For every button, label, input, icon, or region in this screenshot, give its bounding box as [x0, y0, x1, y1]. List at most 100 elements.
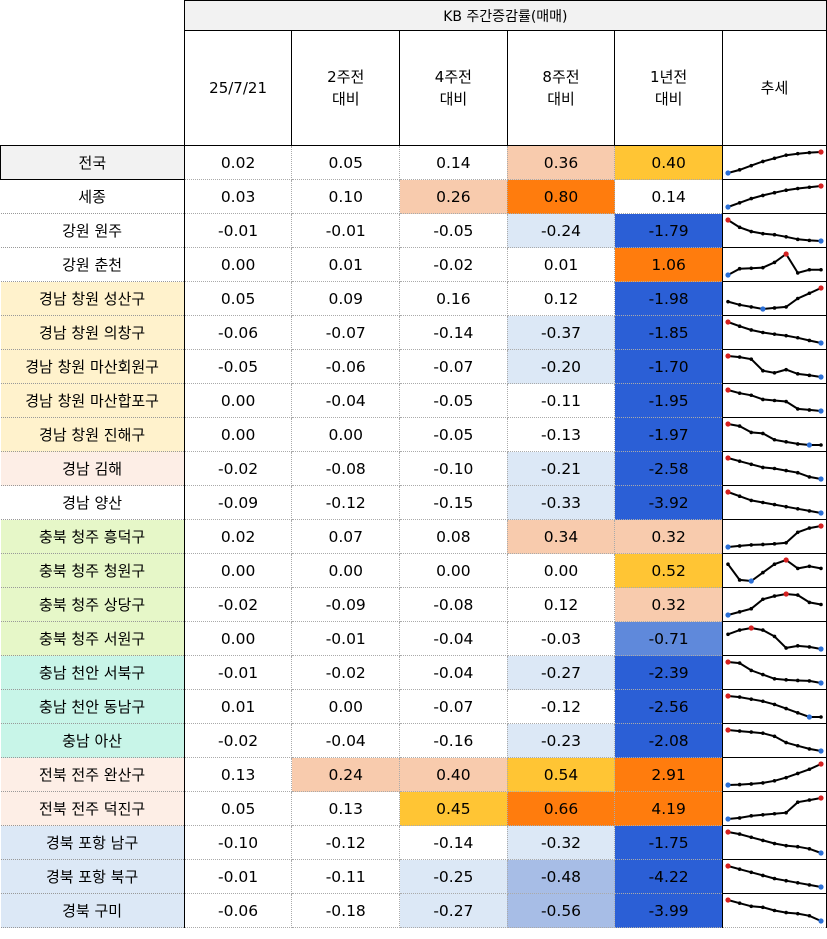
trend-point: [737, 628, 742, 632]
trend-cell: [721, 689, 827, 724]
trend-point: [795, 271, 800, 275]
value-cell: -0.14: [399, 825, 508, 860]
trend-point: [772, 841, 777, 846]
trend-low-point: [818, 680, 824, 686]
value-cell: -0.12: [291, 485, 401, 520]
trend-point: [737, 832, 742, 836]
trend-point: [772, 542, 777, 546]
value-cell: -0.03: [507, 621, 616, 656]
value-cell: -0.27: [399, 893, 508, 928]
value-cell: -0.23: [507, 723, 616, 758]
region-name: 충북 청주 청원구: [0, 553, 185, 588]
column-header-line2: 대비: [654, 90, 683, 108]
value-cell: -0.02: [291, 655, 401, 690]
value-cell: 0.14: [614, 179, 723, 214]
value-cell: 0.00: [184, 621, 293, 656]
value-cell: 0.00: [399, 553, 508, 588]
region-name: 경남 양산: [0, 485, 185, 520]
value-cell: -0.25: [399, 859, 508, 894]
trend-point: [761, 628, 765, 632]
trend-low-point: [725, 272, 731, 278]
column-header-row: 25/7/21 2주전 대비 4주전 대비 8주전 대비 1년전 대비 추세: [1, 30, 827, 146]
value-cell: 0.36: [507, 145, 616, 180]
table-row: 전북 전주 완산구 0.13 0.24 0.40 0.54 2.91: [0, 757, 827, 792]
value-cell: 0.12: [507, 281, 616, 316]
corner-blank: [1, 1, 185, 146]
trend-sparkline: [725, 591, 823, 618]
trend-point: [807, 509, 812, 513]
value-cell: -2.39: [614, 655, 723, 690]
trend-point: [761, 265, 765, 270]
trend-point: [761, 570, 765, 575]
value-cell: -0.16: [399, 723, 508, 758]
value-cell: -0.09: [184, 485, 293, 520]
value-cell: 0.05: [184, 791, 293, 826]
trend-point: [795, 530, 800, 535]
value-cell: -0.01: [291, 621, 401, 656]
trend-point: [795, 296, 800, 301]
trend-high-point: [783, 591, 789, 597]
value-cell: -0.02: [399, 247, 508, 282]
trend-sparkline: [725, 523, 824, 550]
trend-point: [784, 504, 788, 509]
trend-low-point: [818, 476, 824, 482]
trend-point: [795, 678, 800, 683]
trend-cell: [721, 315, 827, 350]
trend-point: [749, 229, 753, 234]
trend-cell: [721, 349, 827, 384]
trend-point: [772, 677, 777, 681]
trend-point: [749, 328, 753, 332]
value-cell: -0.24: [507, 213, 616, 248]
trend-high-point: [818, 149, 824, 155]
trend-point: [807, 185, 812, 190]
value-cell: -0.06: [184, 315, 293, 350]
trend-high-point: [725, 455, 731, 461]
trend-point: [772, 734, 777, 739]
trend-high-point: [725, 353, 731, 359]
trend-high-point: [818, 183, 824, 189]
trend-point: [726, 299, 730, 304]
trend-point: [737, 225, 742, 230]
value-cell: 0.00: [291, 689, 401, 724]
value-cell: -0.21: [507, 451, 616, 486]
trend-cell: [721, 213, 827, 248]
trend-low-point: [725, 170, 731, 176]
column-header: 2주전 대비: [291, 30, 401, 146]
trend-point: [784, 153, 788, 157]
trend-high-point: [725, 421, 731, 427]
trend-point: [726, 562, 730, 566]
trend-cell: [721, 791, 827, 826]
value-cell: 0.16: [399, 281, 508, 316]
value-cell: -0.01: [291, 213, 401, 248]
trend-point: [772, 371, 777, 375]
trend-point: [807, 338, 812, 343]
value-cell: -0.12: [291, 825, 401, 860]
value-cell: -1.85: [614, 315, 723, 350]
value-cell: 0.01: [184, 689, 293, 724]
value-cell: 0.10: [291, 179, 401, 214]
value-cell: 0.00: [184, 417, 293, 452]
trend-point: [795, 186, 800, 191]
table-row: 충북 청주 상당구 -0.02 -0.09 -0.08 0.12 0.32: [0, 587, 827, 622]
value-cell: 0.00: [184, 383, 293, 418]
trend-line: [727, 287, 822, 311]
value-cell: -1.70: [614, 349, 723, 384]
trend-point: [772, 190, 777, 195]
region-name: 강원 원주: [0, 213, 185, 248]
trend-cell: [721, 383, 827, 418]
table-row: 세종 0.03 0.10 0.26 0.80 0.14: [0, 179, 827, 214]
trend-sparkline: [725, 795, 824, 822]
value-cell: -0.01: [184, 655, 293, 690]
trend-sparkline: [725, 693, 823, 720]
trend-point: [807, 847, 812, 851]
value-cell: -0.01: [184, 859, 293, 894]
trend-point: [749, 697, 753, 701]
trend-point: [807, 767, 812, 772]
trend-low-point: [725, 204, 731, 210]
trend-point: [761, 542, 765, 547]
trend-point: [772, 466, 777, 471]
value-cell: 1.06: [614, 247, 723, 282]
trend-sparkline: [725, 863, 824, 890]
value-cell: 0.80: [507, 179, 616, 214]
